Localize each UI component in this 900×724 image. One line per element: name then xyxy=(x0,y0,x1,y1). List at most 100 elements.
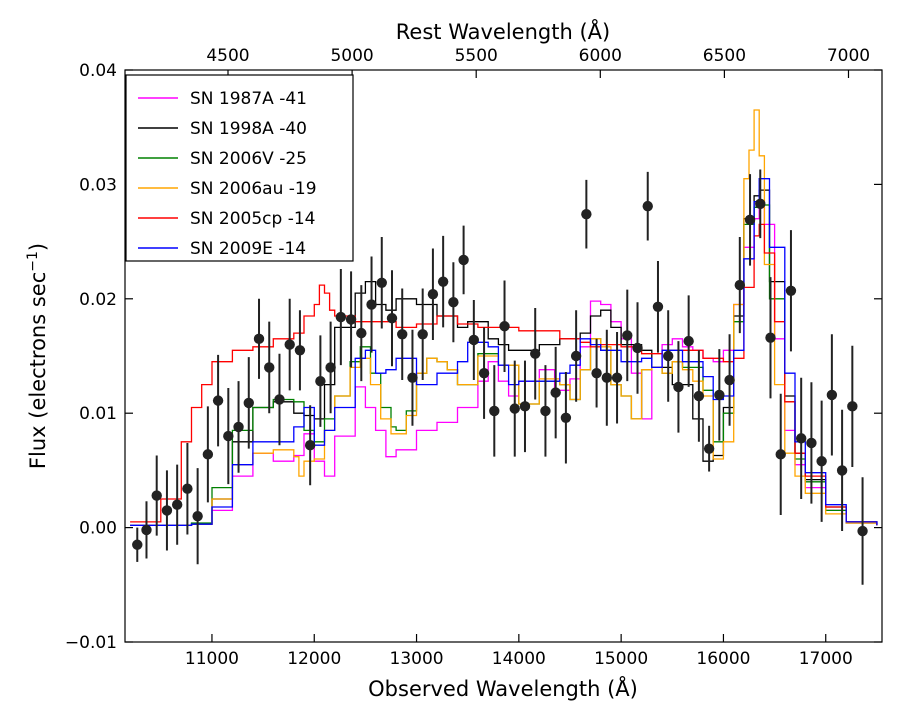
data-point xyxy=(816,456,827,467)
data-point xyxy=(141,524,152,536)
data-point xyxy=(693,390,705,402)
data-point xyxy=(570,350,582,362)
x2-tick-label: 4500 xyxy=(206,46,249,66)
x-tick-label: 17000 xyxy=(799,649,853,669)
legend-label-5: SN 2009E -14 xyxy=(190,239,306,259)
data-point xyxy=(601,372,613,383)
data-point xyxy=(611,372,623,383)
data-point xyxy=(836,465,848,476)
data-point xyxy=(652,301,664,313)
data-point xyxy=(243,397,254,409)
legend-label-2: SN 2006V -25 xyxy=(190,149,307,169)
legend-label-4: SN 2005cp -14 xyxy=(190,209,315,229)
data-point xyxy=(581,208,592,220)
x-tick-label: 16000 xyxy=(696,649,750,669)
data-point xyxy=(785,285,797,296)
data-point xyxy=(662,350,674,362)
x2-tick-label: 6500 xyxy=(703,46,746,66)
data-point xyxy=(132,539,143,550)
data-point xyxy=(264,362,275,373)
y-tick-label: 0.04 xyxy=(79,61,117,81)
x-tick-label: 11000 xyxy=(185,649,239,669)
data-point xyxy=(345,314,357,325)
data-point xyxy=(386,313,398,324)
data-point xyxy=(253,333,265,345)
data-point xyxy=(325,362,336,373)
data-point xyxy=(560,412,572,423)
legend-label-3: SN 2006au -19 xyxy=(190,179,317,199)
x-tick-label: 15000 xyxy=(594,649,648,669)
data-point xyxy=(489,405,500,417)
x-tick-label: 12000 xyxy=(287,649,341,669)
x-tick-label: 14000 xyxy=(492,649,546,669)
data-point xyxy=(417,329,428,340)
y-axis-title-close: ) xyxy=(26,243,50,251)
x-tick-label: 13000 xyxy=(390,649,444,669)
x2-tick-label: 6000 xyxy=(579,46,622,66)
data-point xyxy=(437,276,449,287)
data-point xyxy=(724,374,735,386)
data-point xyxy=(233,421,244,433)
data-point xyxy=(591,367,602,379)
data-point xyxy=(304,440,316,451)
data-point xyxy=(847,401,858,412)
y-tick-label: 0.01 xyxy=(79,404,117,424)
data-point xyxy=(540,405,551,417)
data-point xyxy=(427,289,439,300)
data-point xyxy=(294,345,306,356)
data-point xyxy=(765,332,776,343)
legend-box xyxy=(125,74,354,262)
data-point xyxy=(151,490,162,501)
data-point xyxy=(315,375,326,387)
axis-ticks: 11000 12000 13000 14000 15000 16000 17000 4500 5… xyxy=(65,46,882,669)
data-point xyxy=(376,277,387,288)
data-point xyxy=(703,443,715,454)
data-point xyxy=(744,214,756,226)
data-point xyxy=(755,198,766,210)
y-axis-title-main: Flux (electrons sec xyxy=(26,272,50,469)
series-line-3 xyxy=(130,109,878,526)
data-point xyxy=(458,254,469,266)
y-axis-title: Flux (electrons sec−1) xyxy=(25,243,50,469)
data-point xyxy=(366,299,377,310)
data-point xyxy=(356,327,367,339)
data-point xyxy=(448,297,459,308)
data-point xyxy=(161,505,173,516)
data-point xyxy=(826,389,838,401)
data-point xyxy=(622,330,633,341)
data-point xyxy=(335,311,347,323)
data-point xyxy=(509,403,520,414)
data-point xyxy=(407,372,418,383)
y-tick-label: 0.03 xyxy=(79,175,117,195)
data-point xyxy=(734,279,746,291)
data-point xyxy=(857,525,868,537)
legend-label-1: SN 1998A -40 xyxy=(190,119,307,139)
data-point xyxy=(806,437,817,449)
data-point xyxy=(274,394,285,405)
data-point xyxy=(530,348,541,359)
series-line-4 xyxy=(130,223,878,526)
data-point xyxy=(673,381,684,393)
data-point xyxy=(550,387,561,398)
x2-tick-label: 7000 xyxy=(827,46,870,66)
y-tick-label: 0.00 xyxy=(79,519,117,539)
data-point xyxy=(478,367,490,379)
data-point xyxy=(632,342,643,354)
x2-tick-label: 5000 xyxy=(330,46,373,66)
x-axis-title: Observed Wavelength (Å) xyxy=(368,675,638,701)
data-point xyxy=(192,510,203,522)
x2-tick-label: 5500 xyxy=(455,46,498,66)
y-axis-title-superscript: −1 xyxy=(25,251,41,272)
data-point xyxy=(223,430,234,442)
legend-label-0: SN 1987A -41 xyxy=(190,89,307,109)
observed-data xyxy=(132,169,868,585)
data-point xyxy=(683,335,694,347)
data-point xyxy=(171,499,183,510)
legend: SN 1987A -41 SN 1998A -40 SN 2006V -25 SN 2… xyxy=(125,74,354,262)
data-point xyxy=(775,449,786,460)
data-point xyxy=(284,339,295,350)
y-tick-label: −0.01 xyxy=(65,633,117,653)
data-point xyxy=(519,401,531,412)
data-point xyxy=(714,389,725,401)
data-point xyxy=(397,329,408,340)
